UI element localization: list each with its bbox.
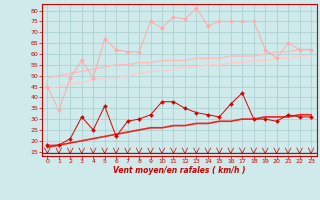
X-axis label: Vent moyen/en rafales ( km/h ): Vent moyen/en rafales ( km/h ) bbox=[113, 166, 245, 175]
